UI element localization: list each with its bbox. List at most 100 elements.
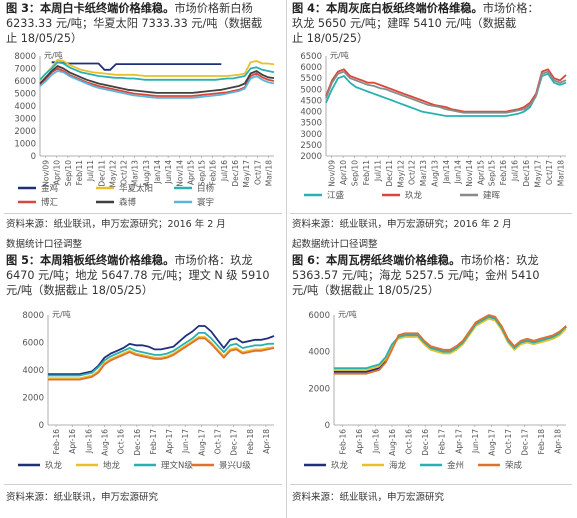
fig5-x-tick: Jun-17 (181, 429, 190, 454)
fig4-y-tick: 6500 (300, 52, 322, 62)
fig3-series-line-5 (39, 70, 275, 99)
fig4-y-tick: 5500 (300, 74, 322, 84)
fig5-x-tick: Aug-17 (197, 429, 206, 456)
fig5-caption-line2: 6470 元/吨；地龙 5647.78 元/吨；理文 N 级 5910 (6, 269, 270, 282)
fig6-legend-label-2: 金州 (447, 460, 464, 471)
fig4-x-tick: Oct/17 (545, 160, 554, 185)
fig3-y-tick: 8000 (14, 52, 36, 62)
fig6-x-tick: Jun-17 (471, 429, 480, 454)
fig3-x-tick: Jul/11 (86, 160, 95, 182)
fig3-legend-label-0: 金鸡 (41, 183, 58, 194)
fig3-y-tick: 0 (31, 152, 36, 162)
fig4-y-unit: 元/吨 (330, 50, 349, 60)
fig5-x-tick: Apr-16 (68, 429, 77, 454)
fig4-x-tick: Apr/10 (339, 160, 348, 185)
fig6-y-tick: 4000 (308, 348, 330, 358)
fig6-y-tick: 6000 (308, 311, 330, 321)
fig6-x-tick: Feb-16 (338, 429, 347, 455)
fig4-x-tick: Feb/16 (499, 160, 508, 186)
fig4-x-tick: Dec/11 (385, 160, 394, 187)
fig6-caption-title: 图 6：本周瓦楞纸终端价格维稳。 (292, 254, 461, 267)
fig4-legend-label-2: 建晖 (483, 190, 501, 201)
fig3-x-tick: Mar/18 (264, 160, 273, 186)
fig4-source-line2: 起数据统计口径调整 (292, 239, 378, 250)
fig6-x-tick: Feb-18 (537, 429, 546, 455)
fig4-source: 资料来源：纸业联讯，申万宏源研究；2016 年 2 月 起数据统计口径调整 (292, 218, 512, 252)
fig6-chart: 元/吨 0 2000 4000 6000 Feb-16 Apr-16 Jun-16 Aug-16… (304, 309, 567, 471)
fig3-x-tick: Oct/17 (253, 160, 262, 185)
fig4-legend-label-1: 玖龙 (405, 190, 423, 201)
fig3-y-tick: 5000 (14, 90, 36, 100)
fig6-x-tick: Oct-17 (504, 429, 513, 454)
fig3-caption-line2: 6233.33 元/吨；华夏太阳 7333.33 元/吨（数据截 (6, 17, 263, 30)
fig3-x-tick: Dec/11 (97, 160, 106, 187)
fig5-y-tick: 2000 (22, 394, 44, 404)
fig6-x-tick: Apr-18 (554, 429, 563, 454)
fig3-x-tick: Jan/14 (153, 160, 162, 185)
fig6-caption: 图 6：本周瓦楞纸终端价格维稳。市场价格：玖龙 5363.57 元/吨；海龙 5… (292, 253, 540, 298)
fig6-x-tick: Feb-17 (438, 429, 447, 455)
fig6-y-unit: 元/吨 (338, 309, 357, 319)
fig5-legend-label-2: 理文N级 (161, 460, 193, 471)
fig5-series-line-0 (48, 325, 275, 375)
fig3-series-line-4 (39, 65, 275, 94)
fig3-x-tick: Feb/11 (75, 160, 84, 186)
fig4-x-tick: Jul/16 (511, 160, 520, 182)
fig4-series-line-2 (325, 70, 567, 114)
bottom-divider-right (290, 484, 572, 485)
fig4-caption-title: 图 4：本周灰底白板纸终端价格维稳。 (292, 2, 483, 15)
fig5-legend-label-3: 景兴U级 (219, 460, 251, 471)
fig5-caption-line3: 元/吨（数据截止 18/05/25） (6, 284, 154, 297)
fig5-y-unit: 元/吨 (52, 309, 71, 319)
fig5-series-line-2 (48, 332, 275, 377)
fig4-y-tick: 3500 (300, 119, 322, 129)
fig6-x-tick: Aug-16 (388, 429, 397, 456)
fig5-y-tick: 8000 (22, 311, 44, 321)
fig4-series-line-1 (325, 68, 567, 113)
fig3-x-tick: May/12 (108, 160, 117, 188)
fig6-series-line-1 (334, 317, 567, 371)
fig3-series-line-1 (39, 58, 275, 81)
fig3-caption-title: 图 3：本周白卡纸终端价格维稳。 (6, 2, 175, 15)
fig3-caption-line1: 市场价格新白杨 (174, 2, 253, 15)
fig4-y-tick: 6000 (300, 63, 322, 73)
fig4-caption-line2: 玖龙 5650 元/吨；建晖 5410 元/吨（数据截 (292, 17, 517, 30)
fig4-x-tick: Dec/16 (522, 160, 531, 187)
fig3-y-unit: 元/吨 (44, 50, 63, 60)
fig6-caption-line3: 元/吨（数据截止 18/05/25） (292, 284, 440, 297)
fig3-legend-label-1: 华夏太阳 (119, 183, 153, 194)
fig5-source: 资料来源：纸业联讯，申万宏源研究 (6, 492, 159, 503)
fig3-x-tick: Jun/14 (164, 160, 173, 185)
bottom-divider-left (4, 484, 282, 485)
fig4-source-line1: 资料来源：纸业联讯，申万宏源研究；2016 年 2 月 (292, 219, 512, 230)
fig5-series-line-3 (48, 337, 275, 381)
fig5-caption-title: 图 5：本周箱板纸终端价格维稳。 (6, 254, 175, 267)
row-divider-right (290, 213, 572, 214)
fig4-caption: 图 4：本周灰底白板纸终端价格维稳。市场价格： 玖龙 5650 元/吨；建晖 5… (292, 1, 539, 46)
fig6-x-tick: Dec-17 (521, 429, 530, 456)
fig5-x-tick: Aug-16 (101, 429, 110, 456)
fig5-series-line-1 (48, 336, 275, 380)
row-divider-left (4, 213, 282, 214)
fig3-y-tick: 4000 (14, 102, 36, 112)
fig4-x-tick: May/12 (396, 160, 405, 188)
fig3-series-line-3 (39, 67, 275, 97)
fig6-x-tick: Apr-17 (454, 429, 463, 454)
fig4-y-tick: 4000 (300, 108, 322, 118)
fig6-y-tick: 0 (325, 421, 330, 431)
fig6-legend-label-1: 海龙 (389, 460, 407, 471)
fig4-x-tick: Apr/15 (476, 160, 485, 185)
fig5-x-tick: Jun-16 (84, 429, 93, 454)
fig4-x-tick: Oct/12 (408, 160, 417, 185)
fig5-x-tick: Feb-18 (246, 429, 255, 455)
fig3-y-tick: 2000 (14, 127, 36, 137)
fig5-y-tick: 6000 (22, 339, 44, 349)
fig5-x-tick: Apr-18 (262, 429, 271, 454)
fig3-legend-label-4: 森博 (119, 197, 137, 208)
fig4-caption-line3: 止 18/05/25） (292, 32, 369, 45)
fig5-chart: 元/吨 0 2000 4000 6000 8000 Feb-16 Apr-16 Jun-16 Au… (18, 309, 275, 471)
fig4-x-tick: Jun/14 (453, 160, 462, 185)
fig3-series-line-2 (39, 61, 275, 81)
fig3-x-tick: Nov/14 (175, 160, 184, 187)
